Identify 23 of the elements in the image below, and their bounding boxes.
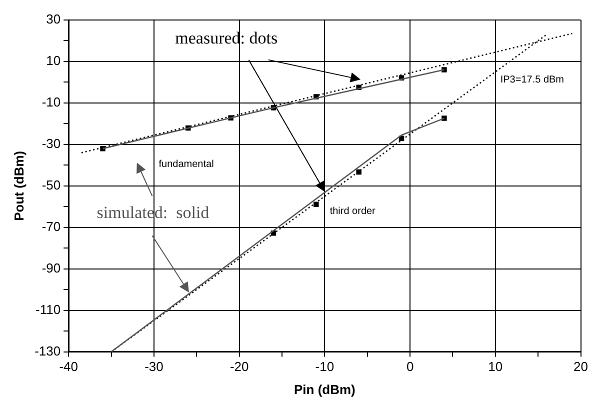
y-tick-label: 30 (46, 12, 61, 27)
y-axis-title: Pout (dBm) (11, 150, 26, 221)
point (356, 169, 362, 175)
x-tick-label: 10 (488, 359, 503, 374)
y-tick-label: -130 (34, 343, 61, 358)
point (314, 202, 319, 207)
x-tick-label: -30 (144, 359, 164, 374)
y-tick-label: -10 (42, 94, 61, 110)
y-tick-label: -110 (36, 302, 61, 317)
x-tick-label: 20 (574, 359, 588, 374)
annotation: third order (330, 206, 376, 218)
y-tick-label: -90 (42, 260, 61, 276)
x-tick-label: -10 (315, 359, 334, 374)
annotation: fundamental (158, 159, 214, 170)
y-tick-label: -30 (42, 136, 61, 152)
y-tick-label: -70 (42, 218, 61, 234)
x-axis-title: Pin (dBm) (294, 382, 356, 397)
x-tick-label: 0 (406, 359, 414, 374)
y-tick-label: -50 (42, 177, 61, 192)
annotation: IP3=17.5 dBm (500, 74, 564, 86)
y-tick-label: 10 (46, 53, 61, 68)
x-tick-label: -40 (59, 359, 78, 374)
x-tick-label: -20 (230, 359, 249, 374)
